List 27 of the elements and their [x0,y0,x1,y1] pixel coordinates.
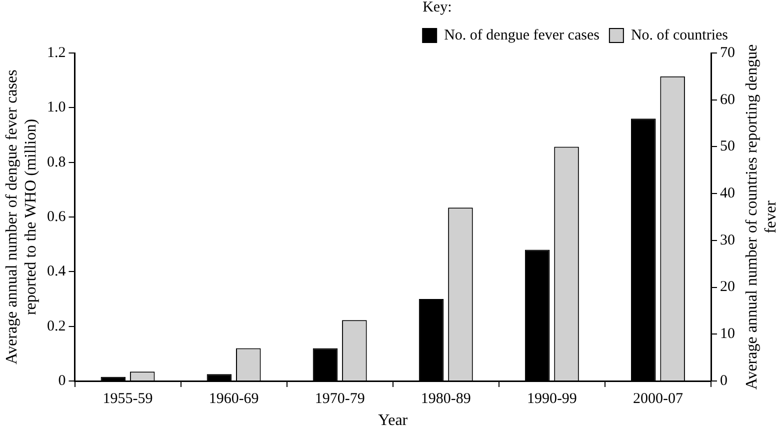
y-tick-label: 1.0 [47,100,66,116]
y-tick-label: 1.2 [47,44,66,61]
y2-tick-label: 50 [720,138,735,155]
legend-title: Key: [422,0,452,16]
legend-label: No. of countries [630,27,728,44]
y2-tick-label: 60 [720,92,735,108]
y-tick-label: 0.6 [47,208,66,225]
y2-axis-title: Average annual number of countries reporting dengue fever [744,44,780,390]
x-tick-label: 1990-99 [526,390,577,407]
x-tick-label: 2000-07 [632,390,684,407]
x-tick-label: 1980-89 [420,390,471,407]
legend-label: No. of dengue fever cases [444,27,600,44]
x-axis-title: Year [378,412,408,429]
y-axis-title: Average annual number of dengue fever cases reported to the WHO (million) [4,70,40,364]
x-tick-label: 1970-79 [314,390,365,407]
y-tick-label: 0.4 [47,264,66,280]
y2-tick-label: 10 [720,326,735,342]
y-tick-label: 0 [58,372,66,389]
y-tick-label: 0.8 [47,154,66,170]
y2-tick-label: 20 [720,279,735,296]
x-tick-label: 1960-69 [208,390,259,407]
x-tick-label: 1955-59 [102,390,153,407]
y2-tick-label: 0 [720,372,728,389]
y2-tick-label: 30 [720,232,735,248]
y2-tick-label: 40 [720,186,735,202]
y-tick-label: 0.2 [47,318,66,334]
y2-tick-label: 70 [720,44,735,61]
